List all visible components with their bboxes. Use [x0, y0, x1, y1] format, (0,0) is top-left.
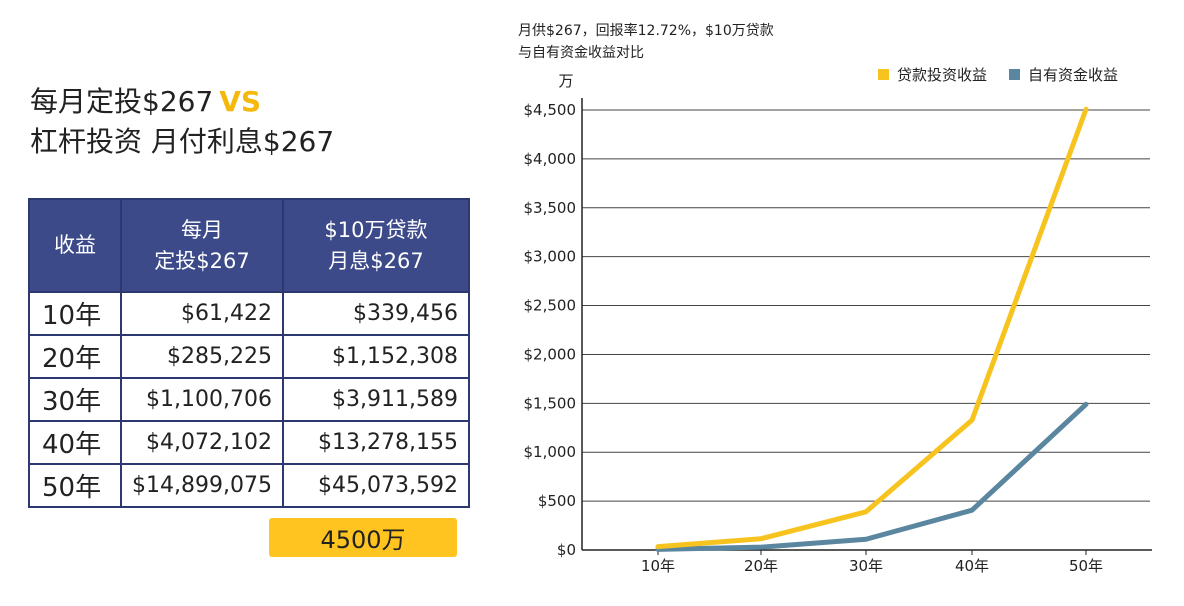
header-text-line: 收益	[54, 233, 96, 258]
cell-loan-interest: $45,073,592	[281, 463, 470, 508]
legend-label: 贷款投资收益	[897, 66, 988, 84]
cell-loan-interest: $1,152,308	[281, 334, 470, 379]
y-tick-label: $1,000	[524, 443, 577, 461]
legend-swatch	[1009, 69, 1021, 80]
cell-monthly-invest: $14,899,075	[120, 463, 284, 508]
cell-monthly-invest: $4,072,102	[120, 420, 284, 465]
cell-year: 10年	[28, 291, 122, 336]
header-text-line: 每月	[180, 218, 223, 243]
headline-monthly-invest: 每月定投$267	[30, 85, 214, 118]
chart-legend: 贷款投资收益 自有资金收益	[878, 64, 1118, 85]
series-line	[655, 401, 1089, 552]
y-tick-label: $0	[557, 541, 576, 559]
table-header-row: 收益 每月定投$267 $10万贷款 月息$267	[28, 198, 470, 293]
series-line	[655, 106, 1089, 550]
y-tick-label: $4,000	[524, 150, 577, 168]
x-tick-label: 30年	[849, 557, 883, 575]
y-tick-label: $2,000	[524, 345, 577, 363]
chart-title-line: 月供$267，回报率12.72%，$10万贷款	[518, 23, 774, 39]
table-row: 50年 $14,899,075 $45,073,592	[28, 463, 470, 508]
cell-year: 50年	[28, 463, 122, 508]
legend-item: 自有资金收益	[1009, 64, 1118, 85]
header-text-line: 定投$267	[154, 248, 250, 273]
cell-year: 30年	[28, 377, 122, 422]
cell-loan-interest: $3,911,589	[281, 377, 470, 422]
x-tick-label: 20年	[744, 557, 778, 575]
y-tick-label: $3,500	[524, 199, 577, 217]
table-row: 40年 $4,072,102 $13,278,155	[28, 420, 470, 465]
header-text-line: 月息$267	[328, 248, 424, 273]
chart-title: 月供$267，回报率12.72%，$10万贷款 与自有资金收益对比	[518, 20, 774, 64]
header-profit: 收益	[28, 198, 122, 293]
cell-monthly-invest: $285,225	[120, 334, 284, 379]
cell-monthly-invest: $1,100,706	[120, 377, 284, 422]
y-tick-label: $3,000	[524, 248, 577, 266]
headline-line-1: 每月定投$267 VS	[30, 80, 261, 120]
header-text-line: $10万贷款	[324, 218, 428, 243]
comparison-table: 收益 每月定投$267 $10万贷款 月息$267 10年 $61,422 $339,…	[28, 198, 470, 508]
total-badge: 4500万	[269, 518, 457, 557]
x-tick-label: 10年	[641, 557, 675, 575]
cell-monthly-invest: $61,422	[120, 291, 284, 336]
y-tick-label: $1,500	[524, 394, 577, 412]
table-body: 10年 $61,422 $339,456 20年 $285,225 $1,152,308 3…	[28, 291, 470, 508]
table-row: 20年 $285,225 $1,152,308	[28, 334, 470, 379]
table-row: 10年 $61,422 $339,456	[28, 291, 470, 336]
cell-loan-interest: $13,278,155	[281, 420, 470, 465]
cell-year: 40年	[28, 420, 122, 465]
y-tick-label: $2,500	[524, 297, 577, 315]
header-monthly-invest: 每月定投$267	[120, 198, 284, 293]
legend-item: 贷款投资收益	[878, 64, 987, 85]
y-tick-label: $500	[538, 492, 576, 510]
header-loan-interest: $10万贷款 月息$267	[281, 198, 470, 293]
x-tick-label: 40年	[955, 557, 989, 575]
legend-swatch	[878, 69, 889, 80]
headline-vs: VS	[219, 85, 262, 118]
cell-year: 20年	[28, 334, 122, 379]
legend-label: 自有资金收益	[1028, 66, 1119, 84]
y-tick-label: $4,500	[524, 101, 577, 119]
x-tick-label: 50年	[1069, 557, 1103, 575]
cell-loan-interest: $339,456	[281, 291, 470, 336]
table-row: 30年 $1,100,706 $3,911,589	[28, 377, 470, 422]
chart-title-line: 与自有资金收益对比	[518, 45, 644, 61]
headline-line-2: 杠杆投资 月付利息$267	[30, 125, 335, 158]
y-axis-unit: 万	[558, 72, 573, 90]
